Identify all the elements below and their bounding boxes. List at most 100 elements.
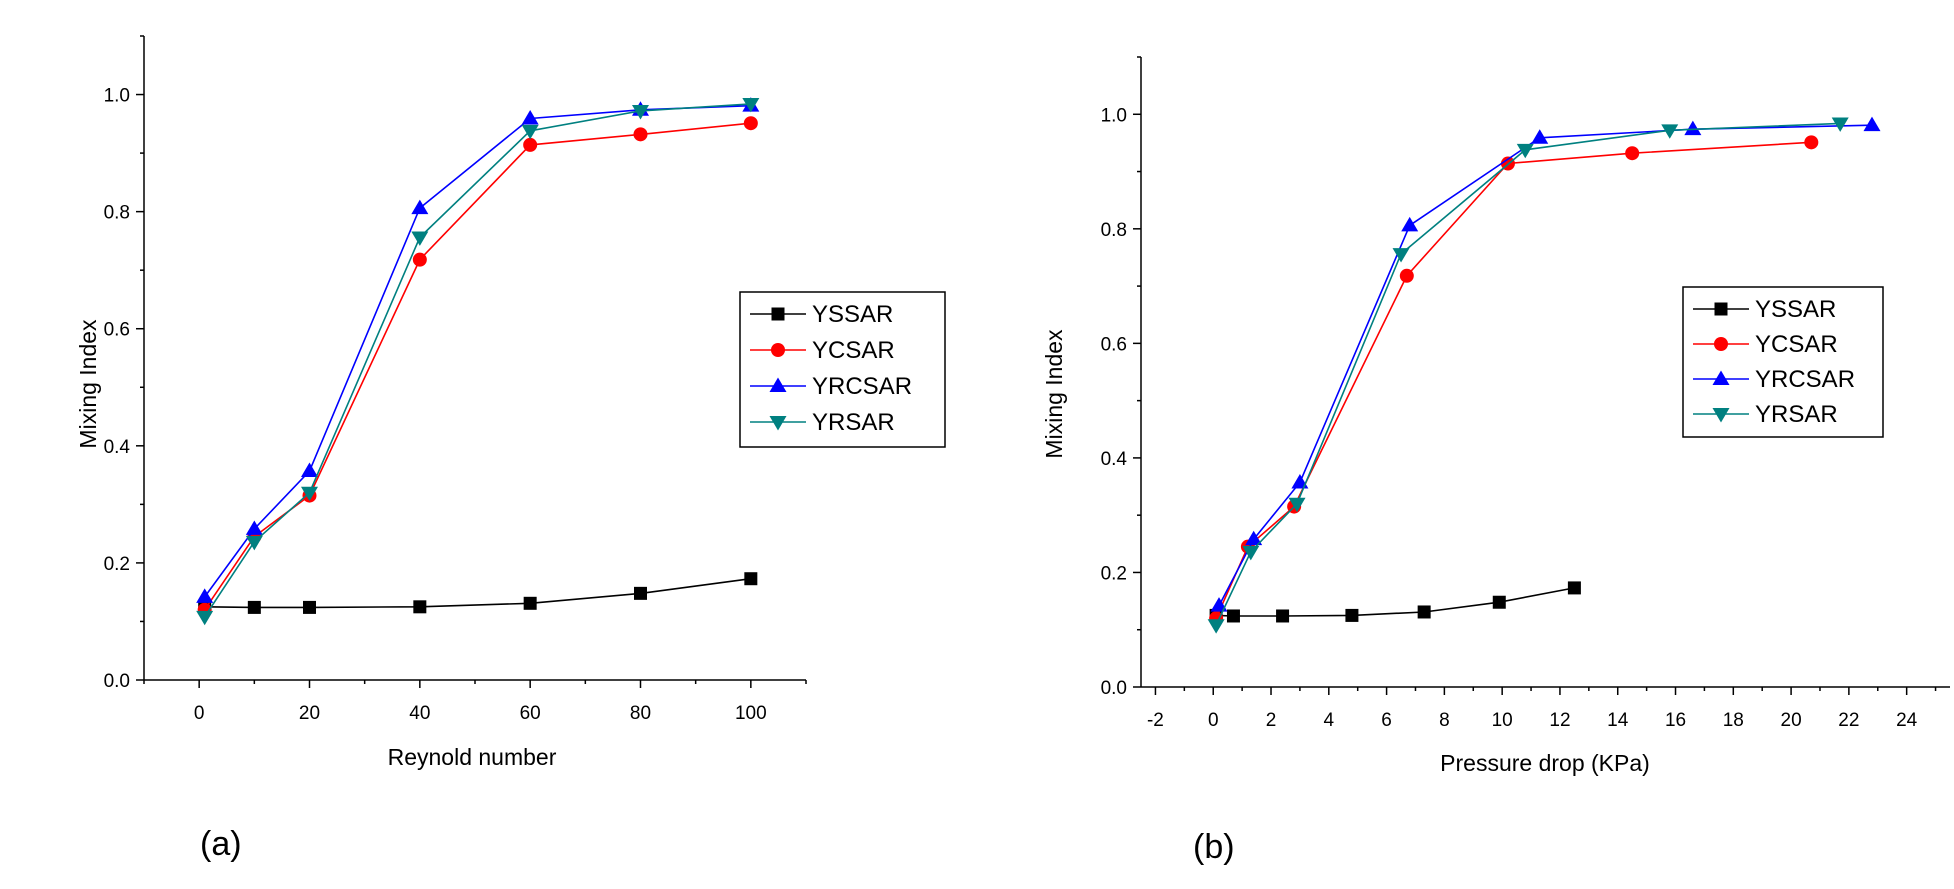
data-point-yrsar — [196, 610, 214, 626]
legend-marker-yrcsar — [1712, 370, 1730, 385]
x-axis-title: Reynold number — [388, 744, 557, 770]
x-tick-label: 40 — [409, 703, 430, 724]
data-point-yrcsar — [521, 110, 539, 125]
series-yrcsar — [196, 97, 760, 603]
series-line-yrcsar — [204, 104, 751, 598]
y-tick-label: 0.8 — [1101, 220, 1127, 241]
y-tick-label: 0.4 — [1101, 449, 1128, 470]
data-point-yrsar — [245, 535, 263, 551]
data-point-yrcsar — [1684, 120, 1702, 136]
x-tick-label: 80 — [630, 703, 651, 724]
y-tick-label: 1.0 — [104, 86, 130, 107]
data-point-yrsar — [632, 104, 649, 120]
x-tick-label: 24 — [1896, 710, 1918, 731]
data-point-yrsar — [1207, 619, 1225, 634]
panel-label: (a) — [200, 825, 242, 863]
series-line-yrsar — [204, 103, 751, 618]
y-tick-label: 0.6 — [1101, 334, 1127, 355]
data-point-ycsar — [633, 127, 648, 142]
panel-label: (b) — [1193, 828, 1235, 866]
series-line-ycsar — [204, 122, 751, 611]
y-axis-title: Mixing Index — [1041, 329, 1067, 459]
data-point-yssar — [744, 572, 758, 586]
data-point-yrsar — [1288, 497, 1306, 513]
series-yrsar — [196, 97, 760, 626]
legend-label-yssar: YSSAR — [812, 301, 893, 328]
legend-marker-yrsar — [769, 416, 787, 431]
legend-label-ycsar: YCSAR — [812, 337, 895, 364]
x-tick-label: 0 — [1208, 710, 1219, 731]
panel-a-mixing-vs-reynold: 0.0 0.2 0.4 0.6 0.8 1.0 0 20 40 60 80 100 Reynold nu… — [75, 35, 946, 863]
x-tick-label: -2 — [1147, 710, 1164, 731]
data-point-yrcsar — [1863, 116, 1881, 132]
data-point-yssar — [523, 596, 537, 610]
data-point-yssar — [1345, 608, 1359, 622]
x-tick-label: 14 — [1607, 710, 1629, 731]
x-tick-label: 16 — [1665, 710, 1686, 731]
y-axis-title: Mixing Index — [75, 319, 101, 449]
x-tick-label: 10 — [1492, 710, 1513, 731]
y-tick-label: 0.2 — [104, 554, 130, 575]
data-point-yrsar — [1831, 117, 1849, 132]
legend-label-yrsar: YRSAR — [812, 409, 895, 436]
data-point-ycsar — [1804, 135, 1819, 150]
series-yssar — [1209, 581, 1581, 623]
data-point-yrsar — [521, 124, 539, 140]
data-point-yssar — [413, 600, 427, 614]
data-point-ycsar — [523, 137, 538, 152]
data-point-ycsar — [1399, 268, 1414, 283]
series-ycsar — [197, 116, 758, 617]
legend-marker-yrsar — [1712, 408, 1730, 423]
y-tick-label: 0.8 — [104, 203, 130, 224]
legend-marker-yssar — [1714, 302, 1728, 316]
y-tick-label: 0.6 — [104, 320, 130, 341]
legend-marker-ycsar — [771, 343, 785, 357]
legend-marker-ycsar — [1714, 337, 1728, 351]
data-point-yrsar — [1392, 248, 1410, 263]
data-point-ycsar — [412, 252, 427, 267]
data-point-ycsar — [1625, 146, 1640, 161]
data-point-yrsar — [301, 486, 318, 502]
data-point-yrsar — [1242, 545, 1260, 561]
y-tick-label: 0.2 — [1101, 563, 1127, 584]
x-tick-label: 100 — [735, 703, 767, 724]
legend-label-yrcsar: YRCSAR — [1755, 366, 1855, 393]
x-tick-label: 12 — [1549, 710, 1570, 731]
data-point-yrsar — [1661, 124, 1679, 139]
legend-marker-yssar — [771, 307, 785, 321]
data-point-yssar — [1492, 595, 1506, 609]
legend: YSSAR YCSAR YRCSAR YRSAR — [1682, 286, 1884, 438]
data-point-yrcsar — [301, 462, 318, 477]
data-point-yssar — [247, 600, 261, 614]
legend: YSSAR YCSAR YRCSAR YRSAR — [739, 291, 946, 448]
y-tick-label: 1.0 — [1101, 105, 1127, 126]
data-point-yssar — [303, 600, 316, 614]
data-point-yrcsar — [1531, 129, 1549, 144]
x-tick-label: 18 — [1723, 710, 1744, 731]
x-tick-label: 20 — [1781, 710, 1802, 731]
data-point-yssar — [1417, 605, 1431, 619]
data-point-yssar — [634, 586, 647, 600]
data-point-yssar — [1567, 581, 1581, 595]
data-point-yrsar — [1516, 143, 1534, 159]
x-axis-title: Pressure drop (KPa) — [1440, 750, 1650, 776]
series-line-yssar — [1216, 587, 1575, 617]
legend-marker-yrcsar — [769, 377, 787, 392]
x-tick-label: 22 — [1838, 710, 1859, 731]
series-yrsar — [1207, 117, 1849, 634]
data-point-yrcsar — [411, 199, 429, 215]
legend-label-yrsar: YRSAR — [1755, 401, 1838, 428]
x-tick-label: 60 — [520, 703, 541, 724]
data-point-yssar — [1226, 609, 1240, 623]
x-tick-label: 8 — [1439, 710, 1450, 731]
y-tick-label: 0.4 — [104, 437, 131, 458]
legend-label-yssar: YSSAR — [1755, 296, 1836, 323]
data-point-ycsar — [743, 116, 758, 131]
y-tick-label: 0.0 — [1101, 678, 1127, 699]
panel-b-mixing-vs-pressure-drop: 0.00.20.40.60.81.0-2 0 2 4 6 8 10 12 14 16 18 20 22 2… — [1041, 56, 1950, 866]
data-point-yrcsar — [1401, 216, 1419, 232]
series-line-yssar — [204, 577, 751, 609]
data-point-yrcsar — [1210, 597, 1228, 612]
x-tick-label: 20 — [299, 703, 320, 724]
